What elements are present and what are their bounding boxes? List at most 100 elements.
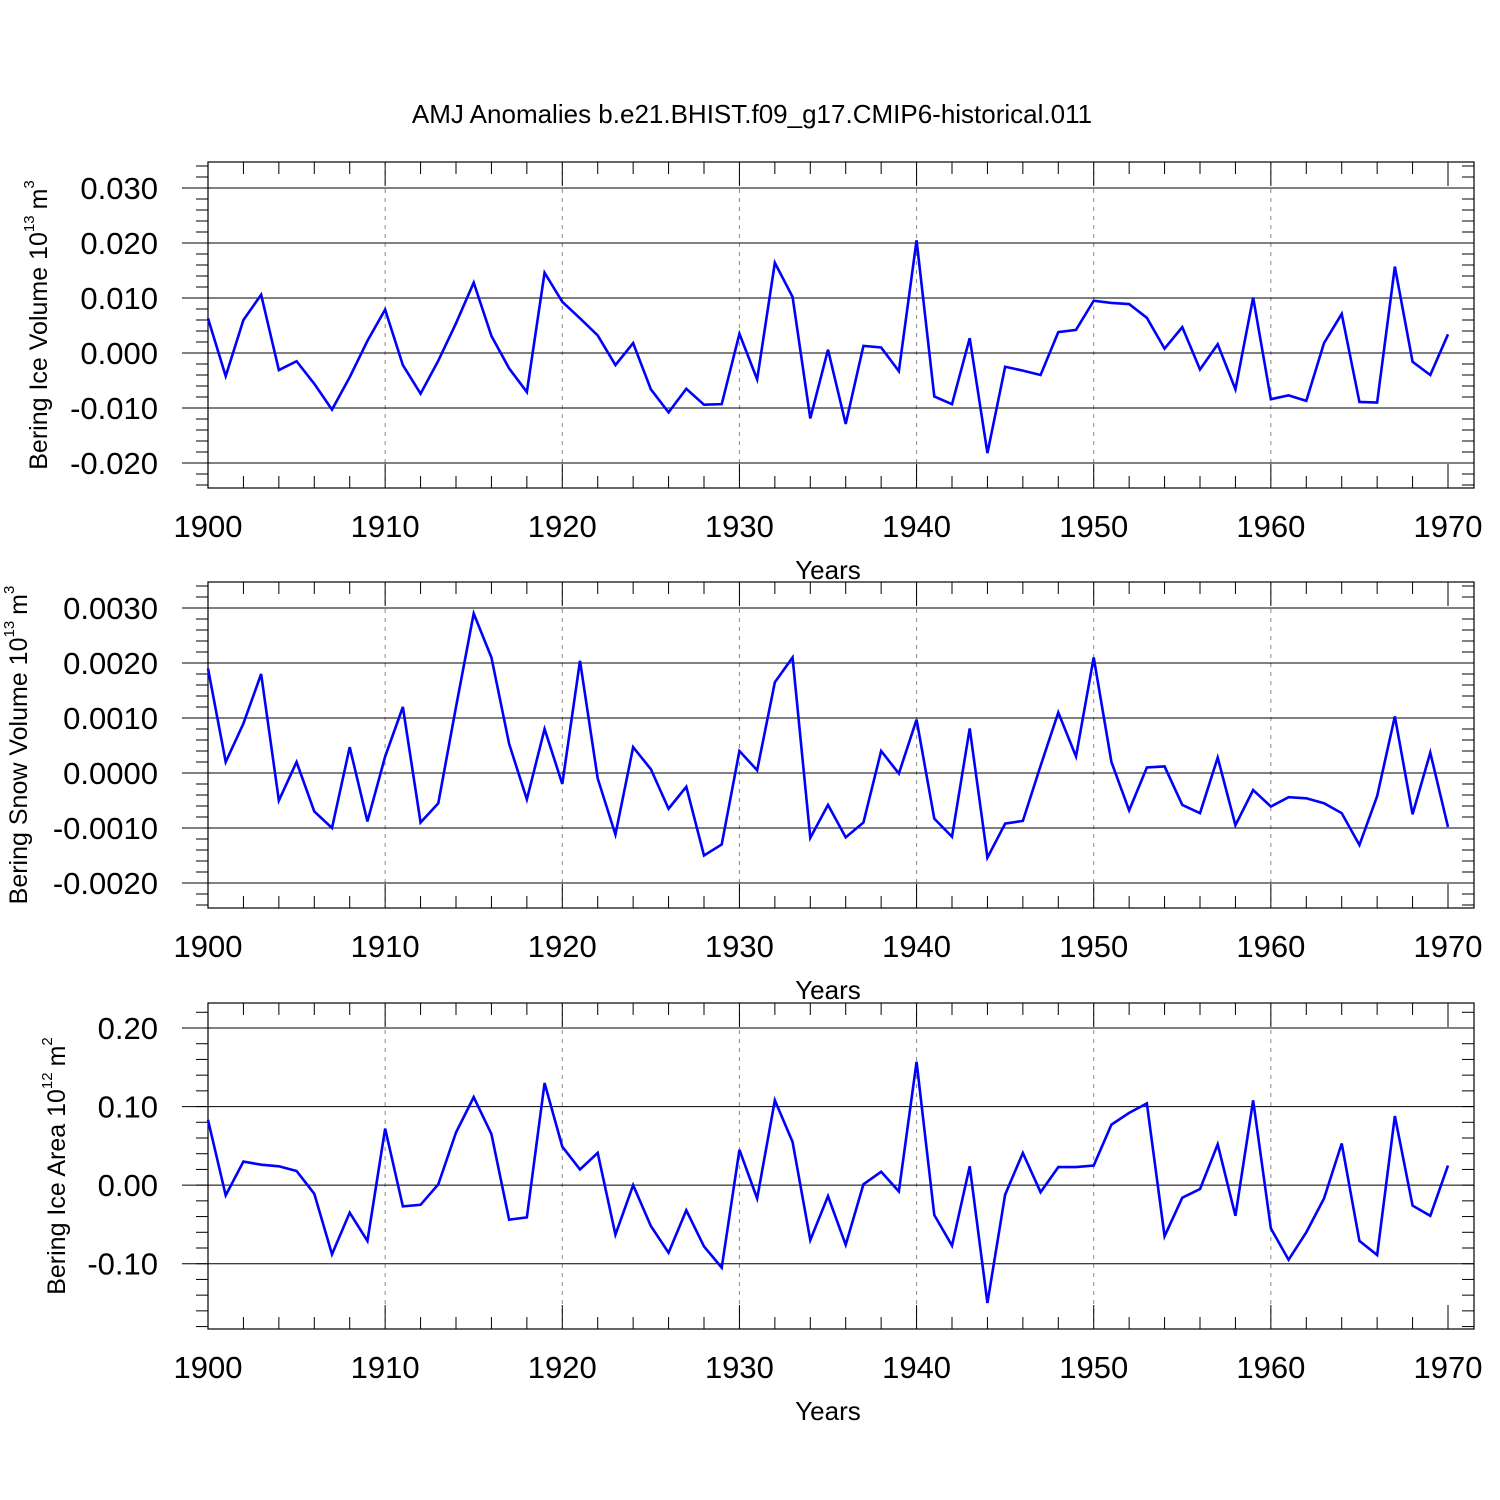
data-point — [242, 722, 245, 725]
data-point — [1022, 820, 1025, 823]
data-point — [756, 378, 759, 381]
data-point — [260, 293, 263, 296]
data-point — [1234, 1214, 1237, 1217]
data-point — [650, 388, 653, 391]
data-point — [650, 1225, 653, 1228]
data-point — [685, 1209, 688, 1212]
data-point — [313, 383, 316, 386]
data-point — [1394, 265, 1397, 268]
data-point — [1092, 299, 1095, 302]
data-point — [366, 340, 369, 343]
data-point — [242, 1160, 245, 1163]
data-point — [508, 743, 511, 746]
y-axis-label-exponent: 13 — [21, 215, 38, 232]
data-point — [951, 403, 954, 406]
data-point — [1252, 789, 1255, 792]
data-point — [1234, 388, 1237, 391]
data-point — [1270, 1227, 1273, 1230]
y-axis-label: Bering Ice Area 1012 m2 — [39, 1037, 71, 1295]
data-point — [526, 798, 529, 801]
data-point — [880, 1170, 883, 1173]
data-point — [490, 1133, 493, 1136]
data-point — [437, 802, 440, 805]
data-point — [419, 1203, 422, 1206]
y-tick-label: 0.020 — [80, 226, 158, 261]
data-point — [1252, 296, 1255, 299]
data-point — [968, 1165, 971, 1168]
x-axis-label: Years — [795, 555, 861, 585]
data-point — [1110, 761, 1113, 764]
data-point — [1323, 1197, 1326, 1200]
y-axis-label-text: Bering Ice Volume 10 — [25, 232, 53, 470]
data-point — [1004, 822, 1007, 825]
data-point — [738, 332, 741, 335]
data-point — [1429, 374, 1432, 377]
data-point — [472, 612, 475, 615]
data-point — [809, 1239, 812, 1242]
data-point — [1447, 333, 1450, 336]
data-point — [1358, 401, 1361, 404]
x-tick-label: 1950 — [1059, 929, 1128, 964]
series-line — [206, 608, 1450, 862]
data-point — [348, 746, 351, 749]
y-tick-label: 0.10 — [98, 1090, 158, 1125]
data-point — [1216, 1143, 1219, 1146]
data-point — [295, 761, 298, 764]
data-point — [472, 1096, 475, 1099]
data-point — [1039, 765, 1042, 768]
x-tick-label: 1900 — [174, 509, 243, 544]
data-point — [1270, 398, 1273, 401]
data-point — [1075, 329, 1078, 332]
y-axis-label-unit: m — [5, 594, 33, 615]
data-point — [703, 403, 706, 406]
data-point — [1216, 756, 1219, 759]
x-tick-label: 1910 — [351, 1350, 420, 1385]
data-point — [898, 370, 901, 373]
data-point — [1234, 824, 1237, 827]
data-point — [472, 281, 475, 284]
data-point — [720, 1266, 723, 1269]
data-point — [596, 1152, 599, 1155]
data-point — [384, 308, 387, 311]
data-point — [278, 369, 281, 372]
data-point — [384, 1127, 387, 1130]
y-tick-label: -0.0010 — [53, 811, 158, 846]
data-point — [490, 656, 493, 659]
data-point — [1411, 1204, 1414, 1207]
data-point — [986, 856, 989, 859]
data-point — [437, 359, 440, 362]
data-point — [880, 750, 883, 753]
data-point — [1429, 751, 1432, 754]
plot-border — [207, 1002, 1475, 1330]
x-tick-label: 1930 — [705, 929, 774, 964]
y-axis-label-unit: m — [25, 189, 53, 210]
data-point — [455, 706, 458, 709]
x-tick-label: 1920 — [528, 929, 597, 964]
x-tick-label: 1910 — [351, 509, 420, 544]
data-point — [809, 417, 812, 420]
x-tick-label: 1970 — [1414, 509, 1483, 544]
data-point — [1358, 1240, 1361, 1243]
data-point — [331, 827, 334, 830]
data-point — [579, 1168, 582, 1171]
data-point — [951, 836, 954, 839]
data-point — [1270, 805, 1273, 808]
chart-title: AMJ Anomalies b.e21.BHIST.f09_g17.CMIP6-… — [412, 99, 1092, 129]
y-tick-label: 0.030 — [80, 171, 158, 206]
y-tick-label: -0.10 — [87, 1247, 158, 1282]
data-point — [295, 1170, 298, 1173]
data-point — [207, 1119, 210, 1122]
x-tick-label: 1940 — [882, 509, 951, 544]
data-point — [1394, 1115, 1397, 1118]
data-point — [1287, 796, 1290, 799]
x-axis-label: Years — [795, 975, 861, 1005]
data-point — [791, 296, 794, 299]
data-point — [596, 777, 599, 780]
data-point — [278, 1165, 281, 1168]
data-point — [774, 681, 777, 684]
data-point — [632, 1184, 635, 1187]
data-point — [1039, 1191, 1042, 1194]
data-point — [1340, 812, 1343, 815]
data-point — [1110, 302, 1113, 305]
